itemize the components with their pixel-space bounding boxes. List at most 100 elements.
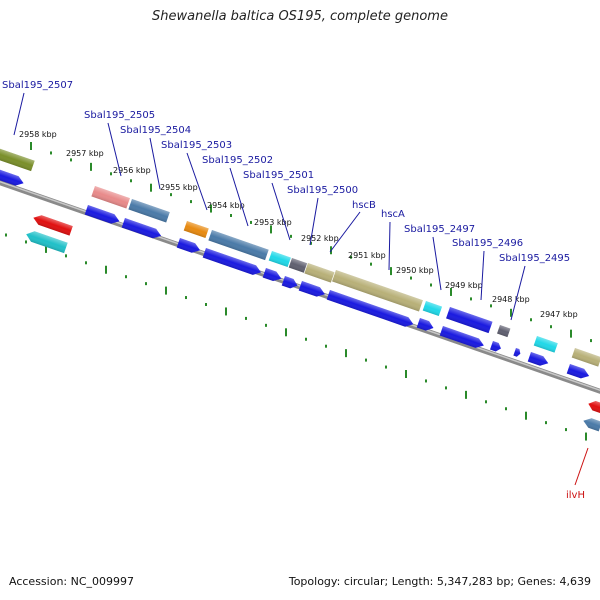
gene-feature[interactable] xyxy=(497,325,511,338)
gene-shading xyxy=(416,318,434,331)
gene-shading xyxy=(533,336,558,353)
tick-label: 2951 kbp xyxy=(348,251,386,260)
gene-leader-line xyxy=(229,167,249,227)
gene-label[interactable]: Sbal195_2507 xyxy=(2,80,73,91)
gene-feature[interactable] xyxy=(446,307,493,334)
gene-shading xyxy=(281,276,298,289)
gene-feature[interactable] xyxy=(84,205,121,226)
gene-shading xyxy=(0,168,24,186)
gene-feature[interactable] xyxy=(513,348,521,358)
tick-label: 2956 kbp xyxy=(113,166,151,175)
gene-feature[interactable] xyxy=(202,248,263,277)
gene-label[interactable]: hscA xyxy=(381,209,405,220)
gene-feature[interactable] xyxy=(176,238,202,255)
gene-feature[interactable] xyxy=(533,336,558,353)
gene-feature[interactable] xyxy=(490,341,502,353)
gene-feature[interactable] xyxy=(268,251,291,268)
tick-label: 2955 kbp xyxy=(160,183,198,192)
gene-shading xyxy=(422,301,443,317)
gene-feature[interactable] xyxy=(91,186,130,209)
tick-label: 2952 kbp xyxy=(301,234,339,243)
gene-label[interactable]: Sbal195_2502 xyxy=(202,155,273,166)
tick-label: 2953 kbp xyxy=(254,218,292,227)
gene-leader-line xyxy=(574,447,589,486)
gene-shading xyxy=(497,325,511,338)
gene-shading xyxy=(84,205,120,224)
gene-shading xyxy=(446,307,493,334)
gene-feature[interactable] xyxy=(183,221,209,238)
gene-feature[interactable] xyxy=(332,270,423,312)
gene-leader-line xyxy=(271,182,291,241)
gene-feature[interactable] xyxy=(0,168,25,188)
gene-shading xyxy=(490,341,501,352)
gene-feature[interactable] xyxy=(422,301,443,317)
gene-label[interactable]: ilvH xyxy=(566,490,585,501)
gene-shading xyxy=(91,186,130,209)
gene-shading xyxy=(33,215,73,236)
gene-shading xyxy=(513,348,521,357)
gene-feature[interactable] xyxy=(571,348,600,367)
gene-feature[interactable] xyxy=(121,218,163,241)
gene-shading xyxy=(566,364,590,379)
gene-label[interactable]: hscB xyxy=(352,200,376,211)
gene-feature[interactable] xyxy=(24,229,68,254)
gene-feature[interactable] xyxy=(587,399,600,414)
gene-label[interactable]: Sbal195_2500 xyxy=(287,185,358,196)
gene-feature[interactable] xyxy=(566,364,591,381)
gene-shading xyxy=(262,268,282,282)
gene-leader-line xyxy=(510,265,526,321)
gene-shading xyxy=(183,221,209,238)
gene-leader-line xyxy=(186,152,208,211)
gene-feature[interactable] xyxy=(439,326,486,350)
gene-shading xyxy=(208,230,269,261)
gene-feature[interactable] xyxy=(527,352,550,368)
gene-feature[interactable] xyxy=(128,199,170,223)
gene-shading xyxy=(128,199,170,223)
gene-feature[interactable] xyxy=(326,290,415,329)
gene-feature[interactable] xyxy=(298,281,327,299)
gene-shading xyxy=(588,400,600,414)
gene-leader-line xyxy=(388,221,391,271)
gene-label[interactable]: Sbal195_2501 xyxy=(243,170,314,181)
gene-feature[interactable] xyxy=(416,318,435,333)
gene-feature[interactable] xyxy=(288,258,308,273)
gene-label[interactable]: Sbal195_2505 xyxy=(84,110,155,121)
tick-label: 2947 kbp xyxy=(540,310,578,319)
gene-label[interactable]: Sbal195_2496 xyxy=(452,238,523,249)
gene-shading xyxy=(0,147,35,172)
gene-shading xyxy=(583,418,600,432)
gene-shading xyxy=(176,238,201,253)
gene-shading xyxy=(304,263,335,283)
gene-label[interactable]: Sbal195_2503 xyxy=(161,140,232,151)
gene-shading xyxy=(288,258,308,273)
gene-shading xyxy=(332,270,423,312)
gene-leader-line xyxy=(480,250,485,301)
tick-label: 2958 kbp xyxy=(19,130,57,139)
gene-leader-line xyxy=(149,137,161,190)
map-title: Shewanella baltica OS195, complete genom… xyxy=(152,9,448,24)
tick-label: 2954 kbp xyxy=(207,201,245,210)
tick-label: 2949 kbp xyxy=(445,281,483,290)
gene-leader-line xyxy=(432,236,442,291)
gene-label[interactable]: Sbal195_2497 xyxy=(404,224,475,235)
gene-feature[interactable] xyxy=(304,263,335,283)
gene-shading xyxy=(202,248,262,275)
gene-shading xyxy=(26,231,68,254)
gene-feature[interactable] xyxy=(262,268,283,283)
gene-shading xyxy=(571,348,600,367)
gene-feature[interactable] xyxy=(0,147,35,172)
gene-feature[interactable] xyxy=(208,230,269,261)
gene-label[interactable]: Sbal195_2504 xyxy=(120,125,191,136)
gene-shading xyxy=(268,251,291,268)
gene-label[interactable]: Sbal195_2495 xyxy=(499,253,570,264)
gene-feature[interactable] xyxy=(32,213,73,236)
gene-feature[interactable] xyxy=(281,276,299,290)
genome-summary-text: Topology: circular; Length: 5,347,283 bp… xyxy=(288,575,591,588)
gene-feature[interactable] xyxy=(582,416,600,432)
tick-label: 2950 kbp xyxy=(396,266,434,275)
gene-shading xyxy=(439,326,484,348)
accession-text: Accession: NC_009997 xyxy=(9,575,135,588)
tick-label: 2948 kbp xyxy=(492,295,530,304)
gene-shading xyxy=(527,352,549,366)
gene-leader-line xyxy=(329,211,361,253)
